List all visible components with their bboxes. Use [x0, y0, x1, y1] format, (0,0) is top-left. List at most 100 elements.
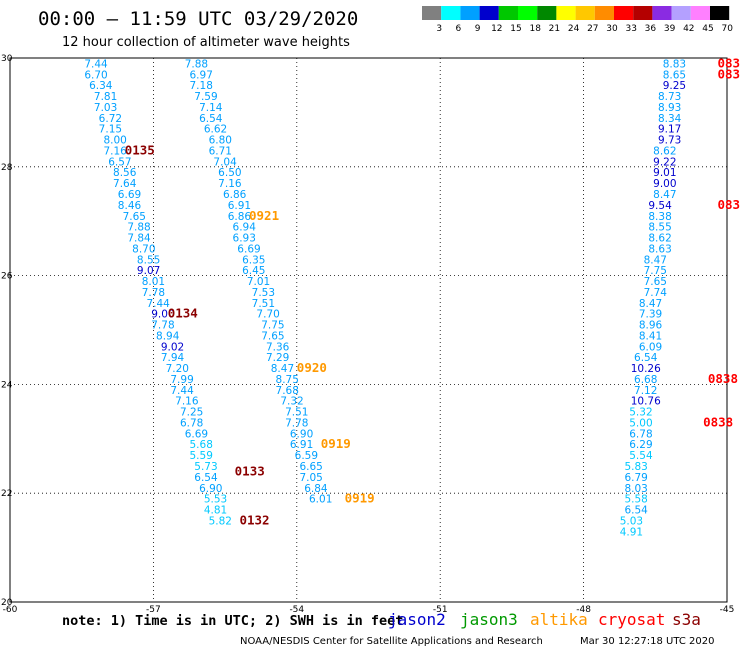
wave-height-value: 6.69 — [237, 243, 260, 255]
wave-height-value: 7.81 — [94, 91, 117, 103]
legend-label: 21 — [549, 24, 560, 34]
legend-swatch — [441, 6, 461, 20]
wave-height-value: 6.90 — [290, 428, 313, 440]
x-tick-label: -60 — [3, 605, 18, 615]
wave-height-value: 7.78 — [151, 320, 174, 332]
legend-swatch — [479, 6, 499, 20]
legend-label: 70 — [721, 24, 733, 34]
wave-height-value: 7.04 — [213, 156, 237, 168]
legend-label: 3 — [436, 24, 442, 34]
wave-height-value: 6.93 — [233, 233, 256, 245]
wave-height-value: 6.57 — [108, 156, 131, 168]
legend-label: 15 — [510, 24, 521, 34]
pass-time-label: 0836 — [717, 55, 740, 70]
wave-height-value: 6.35 — [242, 254, 265, 266]
wave-height-value: 7.88 — [185, 58, 208, 70]
wave-height-marks: 7.446.706.347.817.036.727.158.007.166.57… — [84, 55, 740, 538]
chart-title: 00:00 – 11:59 UTC 03/29/2020 — [38, 8, 358, 30]
wave-height-value: 8.55 — [137, 254, 160, 266]
wave-height-value: 6.69 — [118, 189, 141, 201]
wave-height-value: 7.20 — [166, 363, 189, 375]
axis-ticks: -60 -57 -54 -51 -48 -45 20 22 24 26 28 30 — [1, 54, 734, 615]
wave-height-value: 5.00 — [629, 417, 652, 429]
legend-swatch — [556, 6, 576, 20]
satellite-legend: jason2 jason3 altika cryosat s3a — [388, 610, 701, 629]
wave-height-value: 7.78 — [142, 287, 165, 299]
wave-height-value: 7.74 — [644, 287, 668, 299]
pass-time-label: 0133 — [235, 463, 265, 478]
footer-note: note: 1) Time is in UTC; 2) SWH is in fe… — [62, 613, 403, 629]
wave-height-value: 7.75 — [261, 320, 284, 332]
wave-height-value: 8.34 — [658, 113, 682, 125]
wave-height-value: 10.26 — [631, 363, 661, 375]
wave-height-value: 10.76 — [631, 396, 661, 408]
plot-frame — [9, 57, 728, 603]
wave-height-value: 8.47 — [271, 363, 294, 375]
wave-height-value: 9.02 — [161, 341, 184, 353]
wave-height-value: 7.44 — [170, 385, 194, 397]
y-tick-label: 28 — [1, 163, 13, 173]
legend-label: 36 — [645, 24, 657, 34]
wave-height-value: 7.25 — [180, 407, 203, 419]
wave-height-value: 7.44 — [84, 58, 108, 70]
pass-time-label: 0838 — [708, 371, 738, 386]
wave-height-value: 7.94 — [161, 352, 185, 364]
satellite-label-s3a: s3a — [672, 610, 701, 629]
legend-swatch — [498, 6, 518, 20]
wave-height-value: 8.62 — [648, 233, 671, 245]
legend-swatch — [575, 6, 595, 20]
legend-label: 45 — [702, 24, 713, 34]
wave-height-value: 7.75 — [644, 265, 667, 277]
legend-label: 42 — [683, 24, 694, 34]
wave-height-value: 6.91 — [290, 439, 313, 451]
legend-label: 39 — [664, 24, 676, 34]
x-tick-label: -51 — [433, 605, 448, 615]
wave-height-value: 7.70 — [256, 309, 279, 321]
legend-label: 30 — [606, 24, 618, 34]
wave-height-value: 7.78 — [285, 417, 308, 429]
satellite-label-altika: altika — [530, 610, 588, 629]
wave-height-value: 6.59 — [295, 450, 318, 462]
wave-height-value: 6.97 — [190, 69, 213, 81]
wave-height-value: 6.09 — [639, 341, 662, 353]
wave-height-value: 7.29 — [266, 352, 289, 364]
wave-height-value: 8.70 — [132, 243, 155, 255]
wave-height-value: 5.59 — [190, 450, 213, 462]
wave-height-value: 7.16 — [175, 396, 199, 408]
wave-height-value: 7.64 — [113, 178, 137, 190]
wave-height-value: 6.34 — [89, 80, 113, 92]
pass-time-label: 0135 — [125, 142, 155, 157]
wave-height-value: 8.73 — [658, 91, 681, 103]
legend-label: 9 — [475, 24, 481, 34]
wave-height-value: 6.86 — [223, 189, 247, 201]
wave-height-value: 6.45 — [242, 265, 265, 277]
x-tick-label: -54 — [289, 605, 304, 615]
wave-height-value: 6.90 — [199, 483, 222, 495]
wave-height-value: 9.22 — [653, 156, 676, 168]
legend-label: 33 — [625, 24, 636, 34]
legend-swatch — [690, 6, 710, 20]
wave-height-value: 6.72 — [99, 113, 122, 125]
wave-height-value: 6.54 — [634, 352, 658, 364]
wave-height-value: 7.53 — [252, 287, 275, 299]
wave-height-value: 7.59 — [194, 91, 217, 103]
wave-height-value: 8.94 — [156, 330, 180, 342]
wave-height-value: 6.62 — [204, 124, 227, 136]
wave-height-value: 7.84 — [127, 233, 151, 245]
legend-swatch — [710, 6, 730, 20]
timestamp-text: Mar 30 12:27:18 UTC 2020 — [580, 636, 715, 647]
wave-height-value: 5.53 — [204, 494, 227, 506]
x-tick-label: -57 — [146, 605, 161, 615]
grid-lines — [10, 58, 727, 602]
wave-height-value: 6.91 — [228, 200, 251, 212]
wave-height-value: 6.54 — [199, 113, 223, 125]
legend-swatch — [614, 6, 634, 20]
wave-height-value: 9.54 — [648, 200, 672, 212]
x-tick-label: -45 — [720, 605, 735, 615]
pass-time-label: 0836 — [717, 66, 740, 81]
legend-swatch — [633, 6, 653, 20]
wave-height-value: 8.55 — [648, 222, 671, 234]
legend-swatch — [518, 6, 538, 20]
wave-height-value: 7.68 — [276, 385, 299, 397]
